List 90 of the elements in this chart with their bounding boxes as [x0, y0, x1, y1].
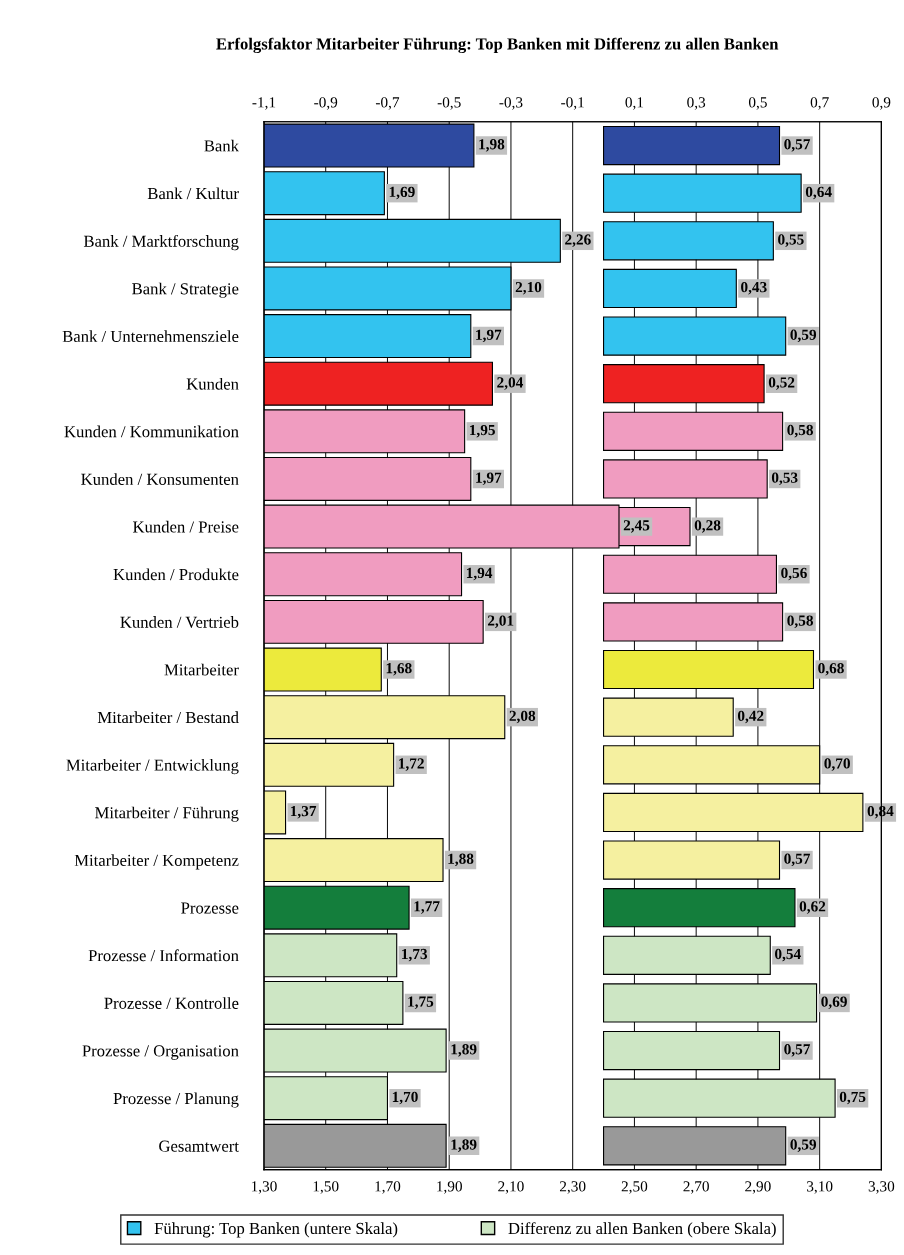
y-tick-label: Kunden / Produkte — [113, 568, 239, 581]
data-label: 1,37 — [290, 805, 317, 819]
y-tick-label: Mitarbeiter / Bestand — [97, 711, 239, 724]
data-label: 1,73 — [402, 948, 428, 962]
data-label: 0,58 — [787, 615, 814, 628]
x2-tick-label: -0,9 — [314, 97, 338, 110]
x-tick-label: 3,30 — [868, 1181, 895, 1194]
x-tick-label: 1,30 — [251, 1181, 277, 1194]
chart-title: Erfolgsfaktor Mitarbeiter Führung: Top Banken mit Differenz zu allen Banken — [216, 37, 779, 54]
data-label: 1,70 — [392, 1091, 418, 1105]
y-tick-label: Mitarbeiter / Entwicklung — [66, 759, 239, 775]
data-label: 0,58 — [787, 424, 814, 438]
x2-tick-label: -0,7 — [375, 97, 400, 110]
x-tick-label: 3,10 — [807, 1181, 833, 1194]
y-tick-label: Prozesse / Information — [88, 949, 239, 962]
x2-tick-label: 0,3 — [687, 97, 706, 110]
data-label: 1,77 — [414, 901, 440, 914]
data-label: 1,72 — [399, 758, 424, 771]
x2-tick-label: 0,7 — [810, 97, 829, 110]
data-label: 0,68 — [818, 663, 844, 676]
x-tick-label: 2,90 — [745, 1181, 771, 1194]
legend-label: Differenz zu allen Banken (obere Skala) — [508, 1222, 776, 1238]
data-label: 0,28 — [694, 520, 721, 533]
x-tick-label: 1,50 — [313, 1181, 339, 1194]
data-label: 0,64 — [805, 186, 832, 200]
data-label: 0,42 — [737, 710, 764, 724]
x-tick-label: 2,70 — [683, 1181, 709, 1194]
data-label: 0,62 — [799, 901, 826, 914]
data-label: 0,57 — [784, 1044, 811, 1057]
data-label: 0,52 — [768, 377, 795, 390]
x2-tick-label: 0,1 — [625, 97, 644, 110]
y-tick-label: Kunden / Kommunikation — [64, 425, 239, 438]
data-label: 0,59 — [790, 1139, 817, 1152]
data-label: 0,57 — [784, 853, 811, 867]
data-label: 2,10 — [515, 281, 542, 295]
data-label: 1,75 — [408, 996, 434, 1009]
x-tick-label: 1,90 — [437, 1181, 462, 1194]
data-label: 0,54 — [775, 948, 801, 962]
x-tick-label: 1,70 — [375, 1181, 401, 1194]
y-tick-label: Kunden / Konsumenten — [81, 473, 239, 485]
data-label: 1,89 — [451, 1139, 477, 1152]
data-label: 1,94 — [466, 567, 493, 581]
data-label: 2,08 — [509, 710, 536, 724]
y-tick-label: Bank / Kultur — [147, 187, 239, 200]
data-label: 2,01 — [487, 615, 514, 628]
y-tick-label: Kunden / Vertrieb — [120, 616, 239, 628]
y-tick-label: Prozesse / Organisation — [82, 1045, 239, 1060]
data-label: 1,89 — [451, 1044, 477, 1057]
y-tick-label: Kunden / Preise — [132, 520, 239, 533]
legend-label: Führung: Top Banken (untere Skala) — [154, 1222, 398, 1238]
data-label: 2,04 — [497, 377, 524, 390]
x2-tick-label: 0,5 — [748, 97, 767, 110]
y-tick-label: Prozesse — [181, 902, 239, 914]
data-label: 0,53 — [771, 472, 798, 486]
data-label: 1,98 — [479, 139, 505, 152]
x2-tick-label: -0,3 — [499, 97, 523, 110]
data-label: 1,95 — [470, 424, 495, 438]
data-label: 0,57 — [784, 139, 811, 152]
data-label: 0,43 — [741, 281, 767, 295]
data-label: 2,45 — [623, 520, 650, 533]
data-label: 1,68 — [386, 663, 412, 676]
data-label: 0,56 — [781, 567, 807, 581]
y-tick-label: Prozesse / Planung — [113, 1092, 239, 1108]
y-tick-label: Gesamtwert — [159, 1140, 239, 1152]
x-tick-label: 2,30 — [559, 1181, 586, 1194]
y-tick-label: Bank — [204, 139, 239, 152]
y-tick-label: Prozesse / Kontrolle — [104, 997, 239, 1009]
data-label: 0,59 — [790, 329, 817, 343]
y-tick-label: Bank / Marktforschung — [83, 234, 239, 251]
x2-tick-label: -0,1 — [561, 97, 584, 110]
data-label: 0,69 — [821, 996, 847, 1009]
y-tick-label: Mitarbeiter — [164, 663, 239, 676]
y-tick-label: Mitarbeiter / Kompetenz — [74, 854, 239, 870]
data-label: 2,26 — [565, 234, 591, 247]
data-label: 1,97 — [476, 472, 502, 486]
data-label: 0,75 — [839, 1091, 866, 1105]
data-label: 0,70 — [824, 758, 850, 771]
x-tick-label: 2,50 — [621, 1181, 648, 1194]
y-tick-label: Bank / Unternehmensziele — [62, 330, 239, 343]
x2-tick-label: -1,1 — [252, 97, 276, 110]
data-label: 0,55 — [778, 234, 804, 247]
x2-tick-label: -0,5 — [437, 97, 461, 110]
y-tick-label: Bank / Strategie — [132, 282, 239, 298]
x-tick-label: 2,10 — [498, 1181, 524, 1194]
y-tick-label: Kunden — [186, 377, 239, 390]
data-label: 1,97 — [476, 329, 502, 343]
data-label: 1,88 — [448, 853, 474, 867]
data-label: 1,69 — [389, 186, 415, 200]
y-tick-label: Mitarbeiter / Führung — [95, 806, 239, 822]
x2-tick-label: 0,9 — [872, 97, 891, 110]
